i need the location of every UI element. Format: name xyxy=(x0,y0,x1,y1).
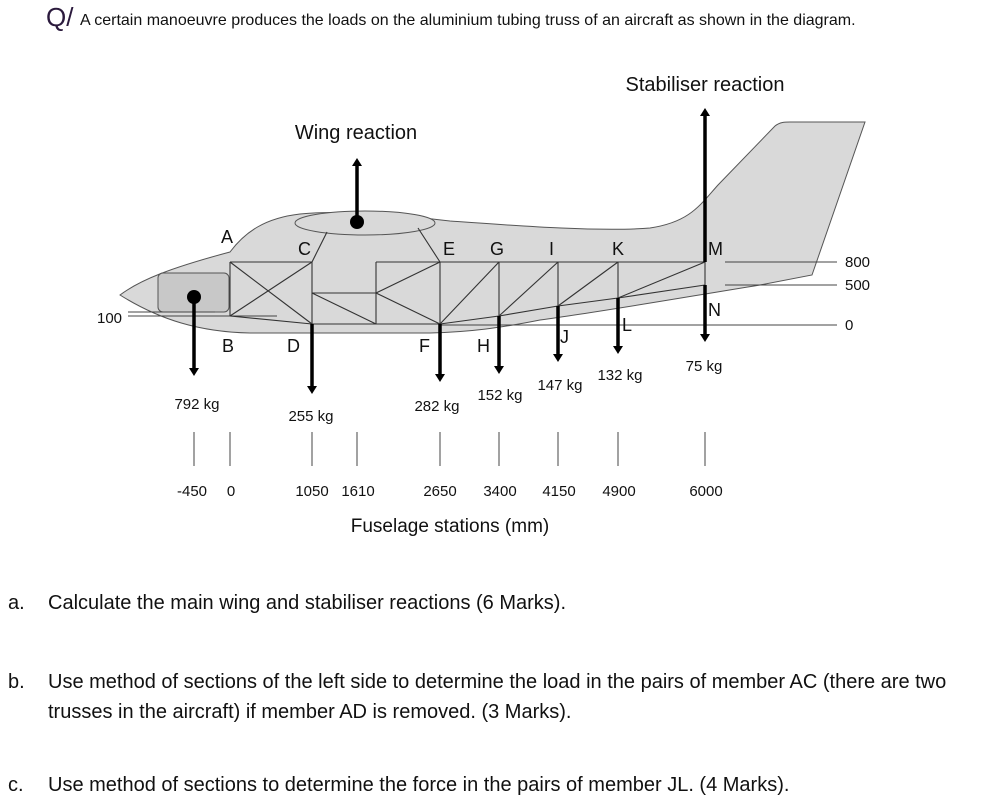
load-labels: 792 kg 255 kg 282 kg 152 kg 147 kg 132 k… xyxy=(174,358,722,425)
part-label: c. xyxy=(8,774,24,796)
cockpit-load-dot xyxy=(187,290,201,304)
height-label: 0 xyxy=(845,317,853,334)
node-E: E xyxy=(443,239,455,259)
load-label: 152 kg xyxy=(477,387,522,404)
height-label: 500 xyxy=(845,277,870,294)
load-label: 147 kg xyxy=(537,377,582,394)
node-H: H xyxy=(477,336,490,356)
station-label: -450 xyxy=(177,483,207,500)
node-I: I xyxy=(549,239,554,259)
node-K: K xyxy=(612,239,624,259)
node-M: M xyxy=(708,239,723,259)
station-label: 6000 xyxy=(689,483,722,500)
part-text: Use method of sections of the left side … xyxy=(48,671,947,723)
station-label: 4150 xyxy=(542,483,575,500)
node-B: B xyxy=(222,336,234,356)
part-text: Calculate the main wing and stabiliser r… xyxy=(48,592,566,614)
wing-section xyxy=(294,210,436,236)
wing-reaction-label: Wing reaction xyxy=(295,122,417,144)
node-D: D xyxy=(287,336,300,356)
node-L: L xyxy=(622,315,632,335)
part-label: a. xyxy=(8,592,25,614)
height-label: 800 xyxy=(845,254,870,271)
load-label: 132 kg xyxy=(597,367,642,384)
station-label: 4900 xyxy=(602,483,635,500)
aircraft-truss-diagram: Wing reaction Stabiliser reaction A B C … xyxy=(97,74,870,537)
station-label: 2650 xyxy=(423,483,456,500)
node-F: F xyxy=(419,336,430,356)
question-text: A certain manoeuvre produces the loads o… xyxy=(80,12,856,29)
station-label: 0 xyxy=(227,483,235,500)
load-label: 792 kg xyxy=(174,396,219,413)
station-label: 1050 xyxy=(295,483,328,500)
force-arrows xyxy=(189,108,710,394)
station-labels: -450 0 1050 1610 2650 3400 4150 4900 600… xyxy=(177,483,723,500)
station-label: 3400 xyxy=(483,483,516,500)
height-labels: 100 800 500 0 xyxy=(97,254,870,334)
node-N: N xyxy=(708,300,721,320)
part-text: Use method of sections to determine the … xyxy=(48,774,790,796)
truss-members xyxy=(229,227,706,325)
height-label: 100 xyxy=(97,310,122,327)
node-G: G xyxy=(490,239,504,259)
node-C: C xyxy=(298,239,311,259)
station-ticks xyxy=(193,432,706,466)
load-label: 255 kg xyxy=(288,408,333,425)
node-J: J xyxy=(560,327,569,347)
load-label: 282 kg xyxy=(414,398,459,415)
node-labels: A B C D E F G H I J K L M N xyxy=(221,227,723,356)
height-reference-lines xyxy=(128,261,837,326)
station-label: 1610 xyxy=(341,483,374,500)
fuselage-outline xyxy=(119,121,866,334)
node-A: A xyxy=(221,227,233,247)
stations-axis-label: Fuselage stations (mm) xyxy=(351,516,550,537)
wing-reaction-dot xyxy=(350,215,364,229)
load-label: 75 kg xyxy=(686,358,723,375)
question-marker: Q/ xyxy=(46,2,74,32)
part-label: b. xyxy=(8,671,25,693)
stabiliser-reaction-label: Stabiliser reaction xyxy=(626,74,785,96)
